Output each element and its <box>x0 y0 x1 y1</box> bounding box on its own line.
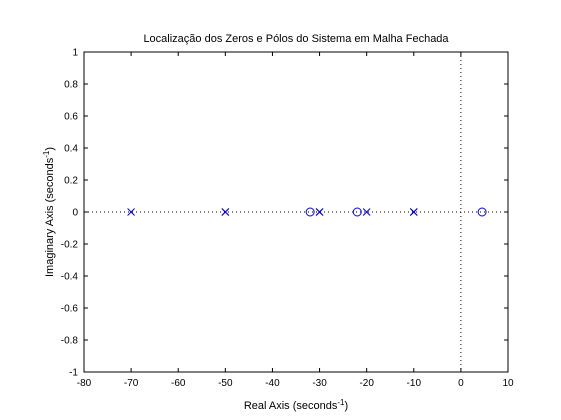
x-tick-label: 10 <box>502 378 514 389</box>
y-tick-label: 0.2 <box>64 176 78 187</box>
x-tick-label: -80 <box>77 378 92 389</box>
zero-marker <box>352 207 362 217</box>
chart-title: Localização dos Zeros e Pólos do Sistema… <box>143 33 449 45</box>
x-tick-label: -40 <box>265 378 280 389</box>
x-tick-labels: -80 -70 -60 -50 -40 -30 -20 -10 0 10 <box>77 378 514 389</box>
y-axis-label: Imaginary Axis (seconds-1) <box>42 147 56 277</box>
zero-marker <box>477 207 487 217</box>
y-tick-label: 0.8 <box>64 80 78 91</box>
y-tick-label: -0.4 <box>61 272 79 283</box>
x-axis-label: Real Axis (seconds-1) <box>244 398 348 412</box>
y-tick-label: -1 <box>69 368 78 379</box>
pole-marker <box>127 208 135 216</box>
zero-marker <box>305 207 315 217</box>
y-tick-labels: -1 -0.8 -0.6 -0.4 -0.2 0 0.2 0.4 0.6 0.8 1 <box>61 48 79 379</box>
x-tick-label: -50 <box>218 378 233 389</box>
x-tick-label: -10 <box>407 378 422 389</box>
y-tick-label: 0.4 <box>64 144 78 155</box>
y-tick-label: -0.2 <box>61 240 79 251</box>
x-tick-label: -20 <box>359 378 374 389</box>
axis-ticks <box>83 51 509 373</box>
x-tick-label: -70 <box>124 378 139 389</box>
data-markers <box>127 207 487 217</box>
pole-marker <box>362 208 371 216</box>
x-tick-label: -60 <box>171 378 186 389</box>
y-tick-label: 1 <box>72 48 78 59</box>
pole-marker <box>221 208 230 216</box>
pole-marker <box>409 208 418 216</box>
y-tick-label: -0.6 <box>61 304 79 315</box>
x-tick-label: -30 <box>312 378 327 389</box>
y-tick-label: 0.6 <box>64 112 78 123</box>
y-tick-label: -0.8 <box>61 336 79 347</box>
y-tick-label: 0 <box>72 208 78 219</box>
x-tick-label: 0 <box>458 378 464 389</box>
pole-marker <box>315 208 324 216</box>
reference-lines <box>84 52 508 372</box>
